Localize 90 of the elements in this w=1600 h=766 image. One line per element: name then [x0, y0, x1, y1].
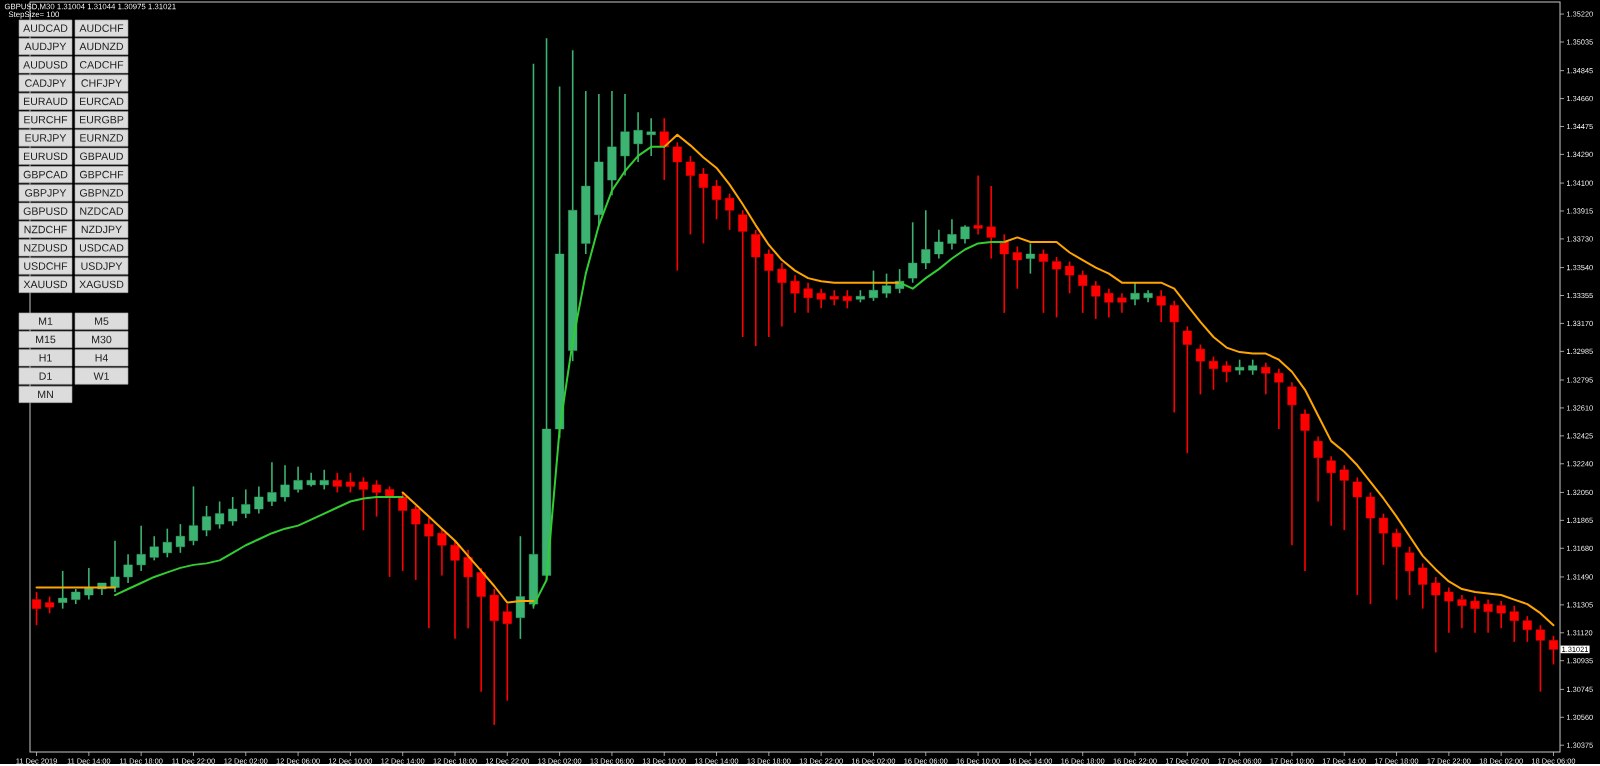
candlestick	[1418, 562, 1428, 610]
annotation: XAGUSD	[79, 280, 124, 289]
annotation: M1	[39, 317, 53, 326]
candlestick	[581, 90, 591, 255]
annotation: GBPCHF	[79, 171, 124, 179]
candlestick	[1287, 381, 1297, 547]
annotation: EURJPY	[25, 134, 67, 142]
annotation: MN	[38, 390, 53, 399]
annotation: GBPNZD	[79, 189, 124, 197]
candlestick	[1248, 359, 1258, 376]
annotation: EURGBP	[80, 116, 124, 124]
candlestick	[84, 567, 94, 601]
annotation: GBPAUD	[80, 152, 123, 161]
annotation: AUDJPY	[24, 42, 67, 51]
annotation: EURCHF	[24, 116, 68, 124]
candlestick	[1509, 604, 1519, 643]
annotation: D1	[39, 372, 52, 380]
annotation: M5	[95, 317, 109, 326]
candlestick	[1431, 576, 1441, 654]
annotation: W1	[93, 372, 109, 380]
candlestick	[1104, 288, 1114, 319]
annotation: AUDUSD	[23, 61, 68, 69]
candlestick	[803, 282, 813, 314]
annotation: NZDCHF	[24, 225, 67, 234]
candlestick	[1457, 594, 1467, 630]
candlestick	[646, 117, 656, 157]
annotation: AUDNZD	[79, 42, 124, 51]
annotation: GBPJPY	[25, 189, 67, 197]
candlestick	[986, 185, 996, 260]
candlestick	[1156, 289, 1166, 323]
annotation: USDJPY	[81, 262, 123, 271]
annotation: AUDCAD	[23, 24, 68, 33]
annotation: GBPCAD	[23, 171, 68, 179]
annotation: H1	[39, 354, 52, 362]
annotation: NZDJPY	[81, 225, 122, 234]
candlestick	[1143, 289, 1153, 304]
candlestick	[1261, 362, 1271, 396]
candlestick	[999, 233, 1009, 314]
annotation: EURAUD	[24, 97, 68, 106]
annotation: NZDCAD	[80, 207, 124, 216]
candlestick	[1300, 408, 1310, 572]
annotation: CHFJPY	[81, 79, 122, 88]
candlestick	[764, 248, 774, 338]
annotation: M30	[92, 335, 112, 344]
candlestick	[1274, 368, 1284, 431]
candlestick	[790, 274, 800, 314]
candlestick	[751, 229, 761, 348]
annotation: CADCHF	[79, 61, 124, 69]
annotation: EURNZD	[80, 134, 124, 142]
annotation: H4	[95, 354, 108, 362]
candlestick	[738, 209, 748, 338]
candlestick	[777, 262, 787, 328]
candlestick	[973, 174, 983, 236]
candlestick	[489, 588, 499, 726]
candlestick	[123, 553, 133, 584]
candlestick	[515, 535, 525, 640]
candlestick	[254, 485, 264, 515]
annotation: NZDUSD	[24, 244, 68, 252]
candlestick	[1091, 280, 1101, 320]
annotation: CADJPY	[25, 79, 67, 88]
candlestick	[960, 224, 970, 245]
candlestick	[1496, 600, 1506, 630]
annotation: EURUSD	[24, 152, 68, 161]
candlestick	[659, 117, 669, 182]
annotation: M15	[36, 335, 56, 344]
candlestick	[829, 289, 839, 307]
candlestick	[1117, 292, 1127, 314]
candlestick	[921, 209, 931, 271]
candlestick	[241, 488, 251, 520]
candlestick	[947, 218, 957, 251]
candlestick	[1169, 300, 1179, 414]
candlestick	[424, 517, 434, 630]
annotation: AUDCHF	[79, 24, 124, 33]
candlestick	[620, 93, 630, 177]
candlestick	[568, 49, 578, 363]
annotation: USDCAD	[79, 244, 124, 252]
candlestick	[1130, 282, 1140, 307]
candlestick	[908, 221, 918, 284]
candlestick	[1339, 464, 1349, 532]
candlestick	[633, 111, 643, 163]
annotation: EURCAD	[80, 97, 124, 106]
candlestick	[110, 540, 120, 594]
candlestick	[267, 461, 277, 507]
candlestick	[1326, 455, 1336, 527]
candlestick	[816, 288, 826, 310]
candlestick	[136, 525, 146, 572]
annotation: USDCHF	[24, 262, 68, 271]
candlestick	[934, 229, 944, 260]
annotation: GBPUSD	[23, 207, 68, 216]
annotation: XAUUSD	[23, 280, 68, 289]
